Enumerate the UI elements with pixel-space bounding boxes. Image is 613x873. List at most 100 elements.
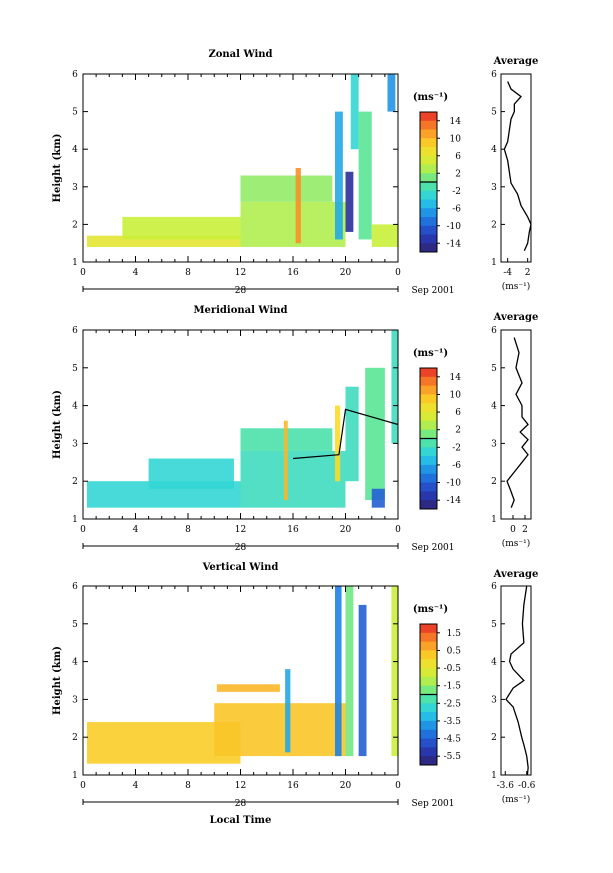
- y-tick-label: 5: [72, 620, 78, 630]
- date-label: Sep 2001: [411, 286, 454, 296]
- colorbar-tick-label: 14: [450, 373, 462, 383]
- overlay-line: [292, 408, 399, 460]
- colorbar-segment: [420, 632, 437, 643]
- y-axis-label: Height (km): [52, 390, 63, 459]
- colorbar-segment: [420, 120, 437, 130]
- y-tick-label: 2: [72, 477, 78, 487]
- average-y-tick-label: 3: [491, 695, 497, 705]
- y-tick-label: 4: [72, 402, 78, 412]
- colorbar-tick-label: -3.5: [444, 717, 462, 727]
- x-tick-label: 20: [340, 781, 352, 791]
- average-y-tick-label: 2: [491, 733, 497, 743]
- data-cell: [371, 488, 385, 508]
- average-title: Average: [493, 312, 539, 323]
- data-cell: [285, 669, 291, 753]
- date-label: Sep 2001: [411, 543, 454, 553]
- colorbar-segment: [420, 182, 437, 192]
- colorbar-segment: [420, 147, 437, 157]
- y-tick-label: 1: [72, 258, 78, 268]
- day-label: 28: [235, 799, 247, 809]
- colorbar-segment: [420, 199, 437, 209]
- x-tick-label: 8: [185, 525, 191, 535]
- x-tick-label: 0: [80, 268, 86, 278]
- panel-title: Zonal Wind: [208, 49, 272, 60]
- data-cell: [345, 171, 354, 232]
- data-cell: [358, 111, 372, 240]
- average-x-tick-label: -4: [503, 268, 512, 278]
- average-title: Average: [493, 56, 539, 67]
- colorbar-tick-label: -14: [447, 496, 462, 506]
- colorbar-tick-label: -4.5: [444, 735, 462, 745]
- colorbar-segment: [420, 456, 437, 466]
- colorbar-tick-label: 6: [455, 152, 461, 162]
- average-y-tick-label: 6: [491, 582, 497, 592]
- average-x-label: (ms⁻¹): [502, 538, 531, 549]
- colorbar-segment: [420, 208, 437, 218]
- average-y-tick-label: 5: [491, 108, 497, 118]
- y-tick-label: 6: [72, 582, 78, 592]
- average-y-tick-label: 4: [491, 658, 497, 668]
- colorbar-segment: [420, 190, 437, 200]
- x-tick-label: 8: [185, 268, 191, 278]
- colorbar-segment: [420, 641, 437, 651]
- colorbar-segment: [420, 624, 437, 634]
- colorbar-segment: [420, 112, 437, 122]
- x-tick-label: 0: [395, 525, 401, 535]
- colorbar-tick-label: -1.5: [444, 682, 462, 692]
- x-tick-label: 0: [395, 268, 401, 278]
- colorbar-segment: [420, 447, 437, 457]
- data-cell: [391, 586, 398, 757]
- data-cell: [283, 420, 288, 501]
- average-x-tick-label: 0: [510, 525, 516, 535]
- x-tick-label: 0: [80, 781, 86, 791]
- average-y-tick-label: 1: [491, 515, 497, 525]
- colorbar-segment: [420, 464, 437, 475]
- colorbar-segment: [420, 420, 437, 431]
- colorbar-segment: [420, 676, 437, 687]
- x-tick-label: 12: [235, 525, 246, 535]
- colorbar-segment: [420, 138, 437, 148]
- average-frame: [500, 585, 532, 776]
- colorbar-tick-label: -2: [452, 187, 461, 197]
- data-cell: [365, 367, 385, 501]
- x-tick-label: 12: [235, 781, 246, 791]
- colorbar-segment: [420, 394, 437, 404]
- average-x-label: (ms⁻¹): [502, 794, 531, 805]
- data-cell: [371, 224, 398, 247]
- average-x-tick-label: 2: [525, 268, 531, 278]
- colorbar-segment: [420, 685, 437, 695]
- colorbar-segment: [420, 668, 437, 678]
- average-x-tick-label: -3.6: [497, 781, 515, 791]
- x-tick-label: 8: [185, 781, 191, 791]
- colorbar-segment: [420, 173, 437, 183]
- average-y-tick-label: 3: [491, 439, 497, 449]
- y-tick-label: 4: [72, 145, 78, 155]
- x-tick-label: 20: [340, 525, 352, 535]
- colorbar-tick-label: -0.5: [444, 664, 462, 674]
- average-profile-line: [503, 81, 532, 251]
- colorbar-segment: [420, 712, 437, 722]
- average-y-tick-label: 3: [491, 183, 497, 193]
- colorbar-segment: [420, 217, 437, 227]
- x-tick-label: 4: [133, 268, 139, 278]
- data-cell: [216, 684, 280, 692]
- x-tick-label: 0: [80, 525, 86, 535]
- colorbar-segment: [420, 368, 437, 378]
- average-y-tick-label: 4: [491, 402, 497, 412]
- colorbar-tick-label: 10: [450, 134, 462, 144]
- day-label: 28: [235, 286, 247, 296]
- y-tick-label: 2: [72, 733, 78, 743]
- colorbar-segment: [420, 412, 437, 422]
- average-y-tick-label: 5: [491, 364, 497, 374]
- data-cell: [335, 586, 342, 757]
- average-x-tick-label: 2: [522, 525, 528, 535]
- y-tick-label: 3: [72, 183, 78, 193]
- y-axis-label: Height (km): [52, 134, 63, 203]
- colorbar-segment: [420, 720, 437, 731]
- y-tick-label: 6: [72, 326, 78, 336]
- colorbar-segment: [420, 164, 437, 174]
- colorbar-tick-label: 14: [450, 117, 462, 127]
